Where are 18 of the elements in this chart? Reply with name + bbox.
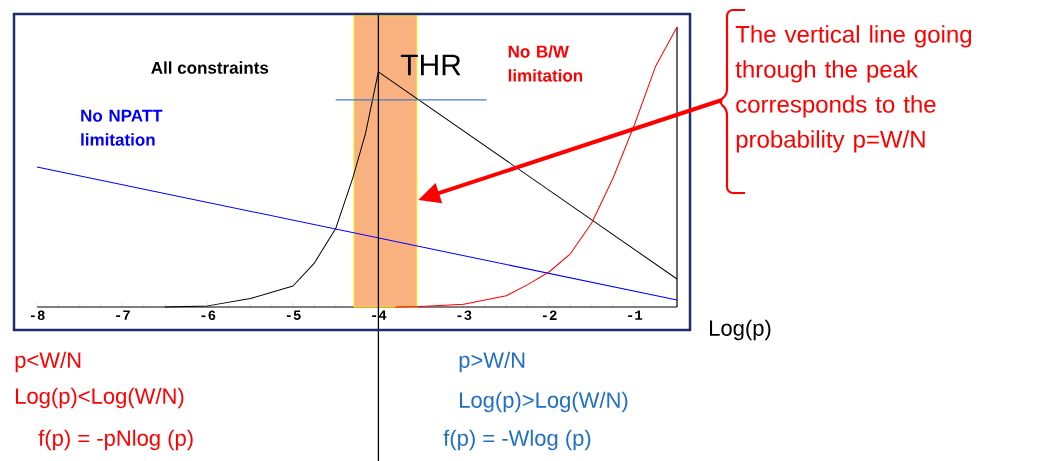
text: f(p) = -Wlog (p) <box>443 429 591 451</box>
x-tick-label: -3 <box>457 310 472 321</box>
text: f(p) = -pNlog (p) <box>38 429 193 451</box>
text: p>W/N <box>459 351 525 373</box>
x-tick-label: -6 <box>201 310 216 321</box>
x-tick-label: -1 <box>628 310 643 320</box>
text: Log(p)<Log(W/N) <box>16 387 184 409</box>
x-tick-label: -8 <box>30 310 45 321</box>
x-axis-title: Log(p) <box>710 319 771 341</box>
x-tick-label: -5 <box>286 310 301 320</box>
x-tick-label: -7 <box>116 310 130 320</box>
text: The vertical line going through the peak corresponds to the probability p=W/N <box>735 25 972 153</box>
text: No B/W limitation <box>508 45 583 82</box>
x-tick-label: -2 <box>542 310 557 320</box>
text: All constraints <box>151 61 269 74</box>
series-label: No NPATT limitation <box>81 109 163 146</box>
text: p<W/N <box>15 351 81 373</box>
text: Log(p)>Log(W/N) <box>460 391 628 413</box>
